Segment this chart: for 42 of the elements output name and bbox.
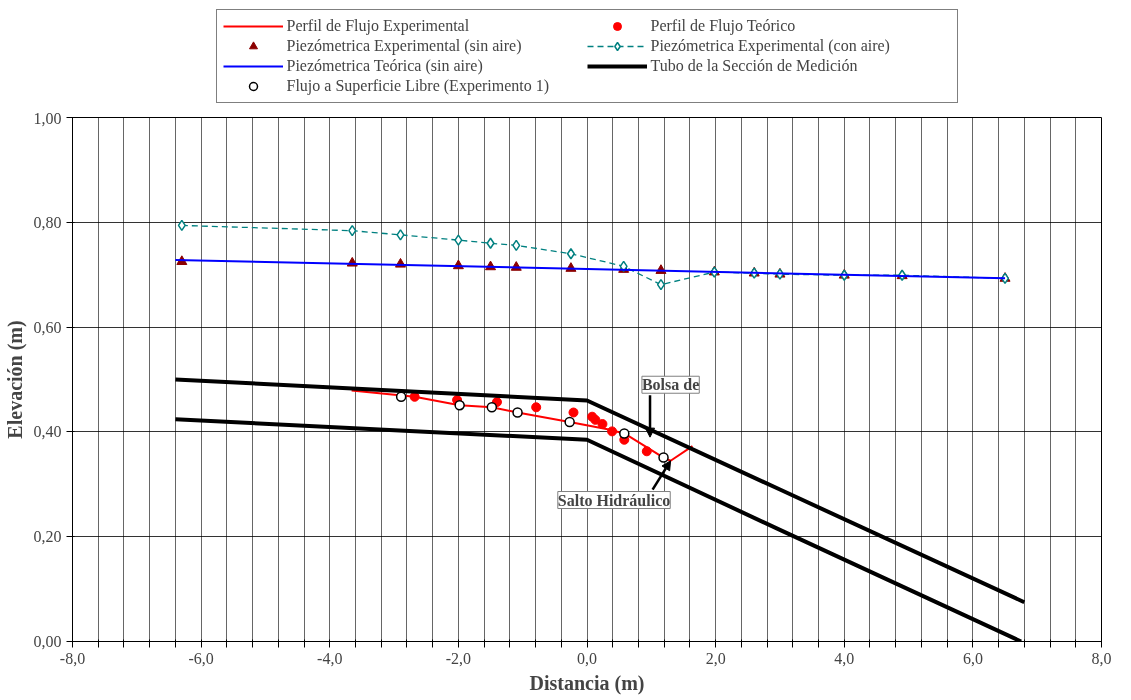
legend-label: Piezómetrica Teórica (sin aire) [286, 56, 484, 76]
point [566, 247, 576, 260]
x-tick-label: 4,0 [834, 649, 855, 667]
y-tick-label: 0,00 [33, 633, 62, 650]
x-tick-label: 6,0 [962, 649, 983, 667]
x-tick-label: 0,0 [577, 649, 597, 667]
y-tick-label: 0,20 [33, 528, 62, 546]
x-tick-label: -8,0 [59, 649, 86, 667]
y-tick-label: 0,60 [33, 318, 62, 336]
point [486, 402, 498, 413]
legend-label: Piezómetrica Experimental (sin aire) [286, 36, 523, 56]
point [531, 402, 542, 413]
point [395, 391, 407, 403]
point [641, 446, 652, 457]
x-tick-label: -6,0 [188, 649, 214, 667]
legend-label: Piezómetrica Experimental (con aire) [650, 36, 891, 56]
point [619, 428, 630, 439]
point [512, 407, 523, 418]
legend-label: Tubo de la Sección de Medición [650, 56, 859, 76]
point [564, 416, 575, 428]
legend-label: Perfil de Flujo Experimental [286, 16, 471, 36]
annotation: Bolsa de [641, 376, 700, 394]
y-tick-label: 0,80 [33, 213, 62, 231]
point [568, 407, 579, 418]
point [607, 426, 618, 437]
x-tick-label: -2,0 [445, 649, 472, 667]
y-tick-label: 1,00 [33, 109, 62, 127]
x-axis-title: Distancia (m) [529, 671, 645, 695]
x-tick-label: 2,0 [705, 649, 726, 667]
x-tick-label: 8,0 [1091, 649, 1112, 667]
legend-label: Flujo a Superficie Libre (Experimento 1) [286, 76, 551, 96]
point [396, 229, 405, 241]
y-axis-title: Elevación (m) [3, 320, 27, 439]
point [454, 399, 465, 411]
y-tick-label: 0,40 [33, 423, 62, 441]
x-tick-label: -4,0 [317, 649, 343, 667]
point [658, 452, 669, 463]
point [656, 278, 666, 291]
legend-label: Perfil de Flujo Teórico [650, 16, 797, 36]
point [454, 234, 463, 246]
point [597, 419, 608, 430]
annotation: Salto Hidráulico [557, 491, 671, 509]
